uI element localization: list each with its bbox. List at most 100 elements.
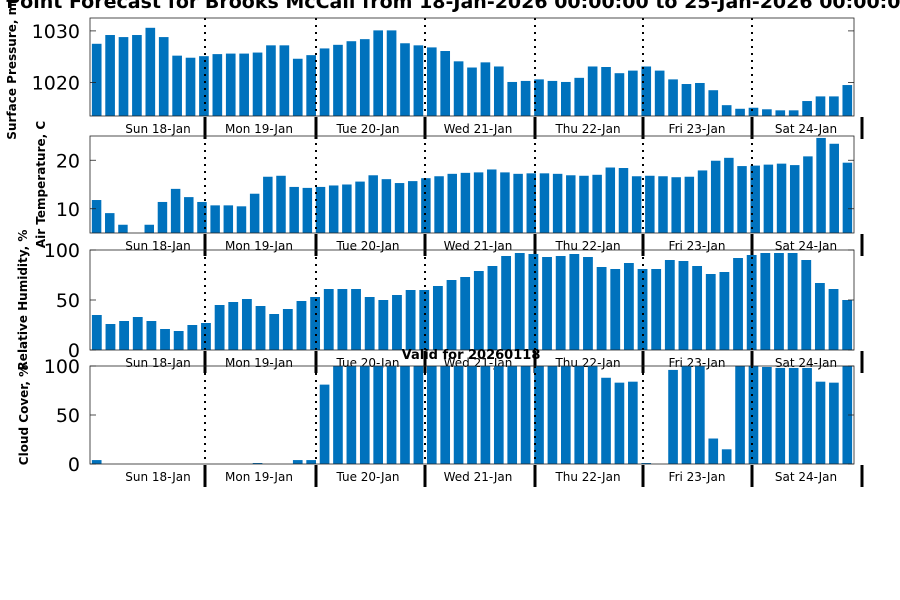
bar <box>386 30 397 116</box>
bar <box>776 163 787 233</box>
bar <box>507 81 518 116</box>
bar <box>225 53 236 116</box>
bar <box>815 96 826 116</box>
bar <box>618 168 629 233</box>
bar <box>514 253 525 350</box>
bar <box>561 81 571 116</box>
bar <box>671 177 681 233</box>
y-tick-label: 10 <box>56 199 80 221</box>
y-tick-label: 1030 <box>32 21 80 43</box>
bar <box>816 137 826 233</box>
bar <box>681 84 692 116</box>
x-tick-label: Tue 20-Jan <box>335 239 399 253</box>
bar <box>542 257 552 350</box>
bar <box>310 297 321 350</box>
bar <box>473 271 484 350</box>
bar <box>342 184 352 233</box>
y-tick-label: 100 <box>44 240 80 262</box>
panel-3: 0 50 100 Relative Humidity, % Sun 18-Jan Mon … <box>16 230 864 373</box>
bar-series <box>91 366 853 464</box>
bar <box>678 261 689 350</box>
bar <box>605 167 616 233</box>
bar <box>762 109 772 116</box>
bar <box>528 254 539 350</box>
bar <box>574 366 585 464</box>
bar <box>566 175 576 233</box>
bar <box>346 366 357 464</box>
bar <box>386 366 397 464</box>
bar <box>645 175 655 233</box>
bar <box>319 48 330 116</box>
bar <box>460 172 471 233</box>
bar <box>733 258 743 350</box>
bar <box>276 175 286 233</box>
bar <box>697 170 708 233</box>
bar <box>695 82 705 116</box>
bar <box>829 143 839 233</box>
bar <box>146 321 157 350</box>
x-tick-label: Sun 18-Jan <box>125 122 190 136</box>
bar <box>681 366 692 464</box>
bar <box>534 366 544 464</box>
bar <box>842 366 853 464</box>
bar <box>526 173 537 233</box>
bar <box>432 286 443 350</box>
bar <box>319 384 330 464</box>
x-tick-label: Mon 19-Jan <box>225 356 293 370</box>
bar <box>255 306 266 350</box>
bar <box>405 290 416 350</box>
bar <box>569 254 580 350</box>
y-axis-label: Cloud Cover, % <box>17 365 31 465</box>
bar <box>735 366 745 464</box>
bar <box>587 366 598 464</box>
bar <box>842 162 853 233</box>
bar <box>534 79 544 116</box>
bar <box>364 297 375 350</box>
bar <box>105 35 115 116</box>
y-tick-label: 20 <box>56 150 80 172</box>
bar <box>614 73 625 116</box>
bar <box>724 157 734 233</box>
bar <box>91 460 102 464</box>
bar <box>328 185 339 233</box>
bar <box>721 449 732 464</box>
bar <box>708 90 719 116</box>
bar <box>172 55 182 116</box>
bar <box>493 66 504 116</box>
bar <box>760 253 771 350</box>
bar <box>596 267 607 350</box>
bar <box>105 213 115 233</box>
bar <box>373 366 383 464</box>
bar <box>748 366 759 464</box>
bar <box>802 367 812 464</box>
bar <box>355 181 365 233</box>
x-tick-label: Wed 21-Jan <box>444 239 513 253</box>
bar <box>501 256 512 350</box>
bar <box>228 302 239 350</box>
bar <box>306 460 316 464</box>
bar <box>787 253 798 350</box>
bar <box>426 47 437 116</box>
bar <box>601 377 611 464</box>
bar <box>118 224 128 233</box>
bar <box>547 366 558 464</box>
bar <box>279 45 290 116</box>
y-tick-label: 1020 <box>32 72 80 94</box>
bar <box>592 174 602 233</box>
y-tick-label: 50 <box>56 290 80 312</box>
bar <box>641 463 652 464</box>
bar <box>392 295 402 350</box>
bar <box>333 44 343 116</box>
x-tick-label: Sat 24-Jan <box>775 470 837 484</box>
bar <box>774 253 784 350</box>
bar <box>407 181 418 233</box>
bar <box>539 173 550 233</box>
bar <box>623 263 634 350</box>
bar <box>763 164 774 233</box>
chart-title: Point Forecast for Brooks McCall from 18… <box>6 0 900 13</box>
bar <box>351 289 361 350</box>
bar <box>628 381 638 464</box>
bar <box>842 85 853 116</box>
bar <box>394 183 405 233</box>
bar-series <box>91 253 853 350</box>
